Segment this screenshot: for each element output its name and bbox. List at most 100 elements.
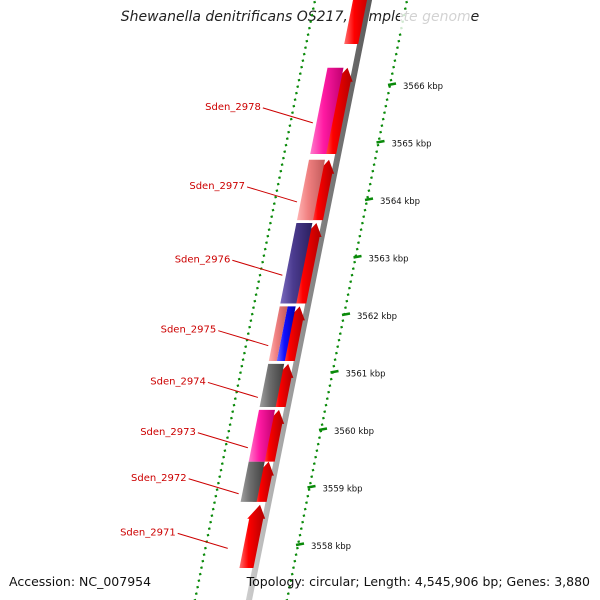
left-tick-mark	[206, 533, 210, 537]
scale-tick-mark	[340, 325, 344, 329]
gene-label[interactable]: Sden_2975	[161, 325, 217, 336]
scale-tick-mark	[383, 111, 386, 115]
left-tick-mark	[233, 397, 237, 401]
scale-tick-mark	[325, 397, 329, 401]
left-tick-mark	[296, 85, 300, 89]
scale-tick-mark	[373, 156, 377, 160]
gene-arrow-sden-2971[interactable]	[239, 504, 266, 568]
left-tick-mark	[307, 26, 311, 30]
gene-leader-line	[177, 532, 228, 549]
left-tick-mark	[294, 91, 298, 95]
scale-tick-mark	[314, 455, 318, 459]
scale-tick-mark	[318, 436, 321, 440]
gene-label[interactable]: Sden_2973	[140, 427, 196, 438]
cog-box	[280, 223, 313, 304]
left-tick-mark	[250, 312, 254, 316]
left-tick-mark	[228, 423, 232, 427]
left-tick-mark	[249, 319, 253, 323]
gene-label[interactable]: Sden_2972	[131, 473, 187, 484]
gene-label[interactable]: Sden_2974	[150, 376, 206, 387]
scale-tick-mark	[341, 319, 345, 323]
left-tick-mark	[263, 247, 267, 251]
gene-leader-line	[197, 432, 248, 449]
scale-tick-mark	[403, 7, 407, 11]
left-tick-mark	[201, 559, 205, 563]
left-tick-mark	[275, 189, 279, 193]
left-tick-mark	[253, 299, 257, 303]
scale-tick-mark	[321, 416, 325, 420]
left-tick-mark	[244, 345, 248, 349]
scale-tick-mark	[294, 553, 298, 557]
left-tick-mark	[246, 332, 250, 336]
left-tick-mark	[291, 111, 294, 115]
scale-tick-mark	[362, 215, 366, 219]
left-tick-mark	[223, 449, 227, 453]
scale-tick-mark	[344, 306, 347, 310]
scale-tick-mark	[332, 364, 336, 368]
cog-box	[268, 306, 288, 361]
scale-tick-mark	[393, 59, 397, 63]
scale-tick-mark	[305, 501, 308, 505]
accession-text: Accession: NC_007954	[9, 574, 152, 589]
scale-tick-mark	[366, 195, 370, 199]
left-tick-mark	[252, 306, 255, 310]
scale-tick-mark	[298, 533, 302, 537]
scale-tick-mark	[394, 52, 398, 56]
left-tick-mark	[215, 488, 219, 492]
scale-tick-mark	[371, 169, 375, 173]
left-tick-mark	[242, 351, 246, 355]
gene-label[interactable]: Sden_2978	[205, 102, 261, 113]
scale-tick-mark	[368, 182, 372, 186]
gene-label[interactable]: Sden_2976	[175, 254, 231, 265]
left-tick-mark	[268, 221, 272, 225]
left-tick-mark	[309, 20, 313, 24]
left-tick-mark	[257, 280, 261, 284]
left-tick-mark	[207, 527, 211, 531]
scale-label: 3558 kbp	[311, 542, 351, 552]
genome-title: Shewanella denitrificans OS217, complete…	[120, 9, 480, 25]
scale-tick-mark	[302, 514, 306, 518]
left-tick-mark	[239, 371, 242, 375]
scale-tick-mark	[290, 572, 294, 576]
scale-tick-mark	[346, 293, 350, 297]
left-tick-mark	[248, 325, 252, 329]
left-tick-mark	[283, 150, 287, 154]
scale-tick-mark	[355, 247, 359, 251]
gene-leader-line	[188, 478, 239, 495]
scale-tick-mark	[323, 410, 327, 414]
scale-tick-mark	[299, 527, 303, 531]
left-tick-mark	[262, 254, 266, 258]
scale-tick-mark	[353, 260, 357, 264]
scale-major-tick	[295, 542, 305, 547]
left-tick-mark	[272, 202, 276, 206]
gene-label[interactable]: Sden_2977	[189, 181, 245, 192]
left-tick-mark	[254, 293, 258, 297]
scale-label: 3564 kbp	[380, 197, 420, 207]
left-tick-mark	[304, 46, 307, 50]
scale-tick-mark	[301, 520, 305, 524]
left-tick-mark	[280, 163, 284, 167]
scale-tick-mark	[347, 286, 351, 290]
scale-label: 3560 kbp	[334, 427, 374, 437]
scale-tick-mark	[292, 566, 295, 570]
scale-tick-mark	[397, 39, 401, 43]
scale-tick-mark	[293, 559, 297, 563]
left-tick-mark	[292, 104, 296, 108]
left-tick-mark	[232, 403, 236, 407]
left-tick-mark	[202, 553, 206, 557]
scale-label: 3565 kbp	[392, 140, 432, 150]
left-tick-mark	[236, 384, 240, 388]
scale-tick-mark	[405, 0, 409, 4]
gene-arrow-offscreen[interactable]	[344, 0, 373, 44]
gene-label[interactable]: Sden_2971	[120, 527, 176, 538]
scale-tick-mark	[376, 143, 380, 147]
left-tick-mark	[288, 124, 292, 128]
scale-tick-mark	[303, 507, 307, 511]
left-tick-mark	[300, 65, 304, 69]
scale-tick-mark	[334, 351, 338, 355]
scale-tick-mark	[350, 273, 354, 277]
left-tick-mark	[255, 286, 259, 290]
left-tick-mark	[196, 585, 200, 589]
scale-tick-mark	[320, 423, 324, 427]
